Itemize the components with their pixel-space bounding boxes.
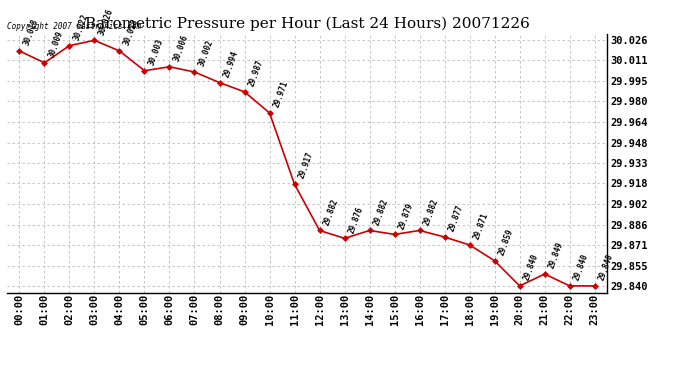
Text: 29.840: 29.840 xyxy=(573,253,591,282)
Text: 30.022: 30.022 xyxy=(72,12,90,42)
Text: 29.840: 29.840 xyxy=(522,253,540,282)
Text: 29.876: 29.876 xyxy=(347,205,365,234)
Text: 29.877: 29.877 xyxy=(447,204,465,233)
Text: 29.987: 29.987 xyxy=(247,58,265,88)
Text: 30.018: 30.018 xyxy=(22,18,40,47)
Text: 30.003: 30.003 xyxy=(147,38,165,66)
Text: 29.879: 29.879 xyxy=(397,201,415,230)
Text: 29.971: 29.971 xyxy=(273,80,290,109)
Text: Copyright 2007 Castronics.com: Copyright 2007 Castronics.com xyxy=(7,22,141,31)
Text: 29.917: 29.917 xyxy=(297,151,315,180)
Text: 29.859: 29.859 xyxy=(497,228,515,256)
Text: 29.882: 29.882 xyxy=(322,197,340,226)
Text: 30.002: 30.002 xyxy=(197,39,215,68)
Text: 29.840: 29.840 xyxy=(598,253,615,282)
Text: 29.849: 29.849 xyxy=(547,241,565,270)
Text: 29.882: 29.882 xyxy=(373,197,391,226)
Text: 29.871: 29.871 xyxy=(473,211,491,241)
Text: 30.026: 30.026 xyxy=(97,7,115,36)
Text: 30.018: 30.018 xyxy=(122,18,140,47)
Text: 30.006: 30.006 xyxy=(172,33,190,63)
Text: 29.994: 29.994 xyxy=(222,49,240,78)
Text: 29.882: 29.882 xyxy=(422,197,440,226)
Text: 30.009: 30.009 xyxy=(47,30,65,58)
Title: Barometric Pressure per Hour (Last 24 Hours) 20071226: Barometric Pressure per Hour (Last 24 Ho… xyxy=(85,17,529,31)
